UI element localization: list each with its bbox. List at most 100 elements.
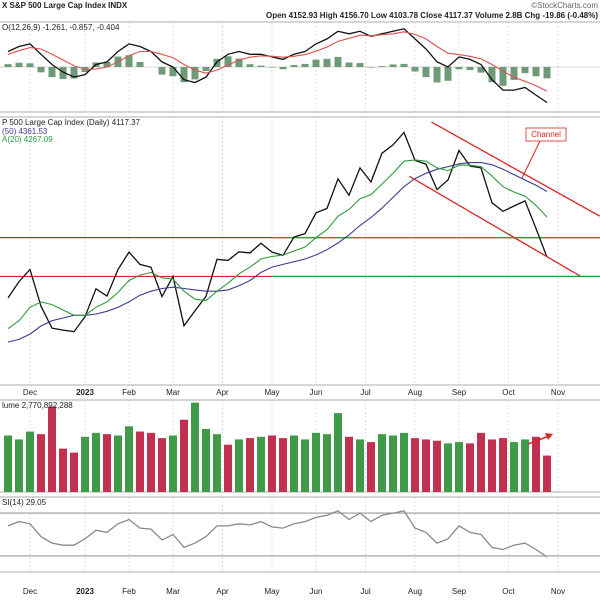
histogram-bar [345, 62, 353, 67]
volume-bar [334, 413, 342, 492]
histogram-bar [169, 67, 177, 77]
quote: Open 4152.93 High 4156.70 Low 4103.78 Cl… [266, 11, 598, 20]
volume-bar [543, 455, 551, 492]
volume-bar [477, 432, 485, 492]
volume-bar [70, 452, 78, 492]
x-tick-label: Feb [122, 388, 136, 397]
histogram-bar [499, 67, 507, 86]
x-tick-label: Jun [310, 388, 323, 397]
channel-line [409, 175, 581, 277]
volume-bar [169, 435, 177, 492]
histogram-bar [202, 67, 210, 71]
volume-bar [4, 435, 12, 492]
panel-title: lume 2,770,892,288 [2, 401, 73, 410]
volume-bar [15, 439, 23, 492]
channel-line [431, 121, 600, 217]
x-tick-label: Mar [166, 388, 180, 397]
volume-bar [26, 431, 34, 492]
x-tick-label: Aug [408, 388, 422, 397]
x-tick-label: Dec [23, 388, 37, 397]
annotation-box [525, 127, 567, 142]
x-tick-label: Nov [551, 587, 565, 596]
histogram-bar [224, 56, 232, 67]
histogram-bar [279, 67, 287, 70]
volume-bar [246, 438, 254, 492]
volume-bar [103, 434, 111, 492]
series-line [7, 31, 548, 92]
histogram-bar [125, 55, 133, 67]
x-tick-label: May [264, 587, 279, 596]
histogram-bar [301, 63, 309, 67]
volume-bar [268, 435, 276, 492]
volume-arrow [527, 435, 550, 445]
volume-bar [433, 440, 441, 492]
histogram-bar [268, 67, 276, 68]
histogram-bar [389, 64, 397, 67]
volume-bar [356, 439, 364, 492]
x-tick-label: 2023 [76, 587, 94, 596]
volume-bar [488, 439, 496, 492]
volume-bar [92, 432, 100, 492]
histogram-bar [543, 67, 551, 79]
volume-bar [279, 438, 287, 492]
volume-bar [224, 444, 232, 492]
volume-bar [257, 436, 265, 492]
volume-bar [532, 436, 540, 492]
histogram-bar [15, 62, 23, 67]
x-tick-label: Oct [502, 388, 515, 397]
volume-bar [367, 442, 375, 492]
volume-bar [48, 406, 56, 492]
volume-bar [125, 426, 133, 492]
histogram-bar [136, 61, 144, 67]
series-line [7, 159, 548, 330]
volume-bar [400, 432, 408, 492]
x-tick-label: 2023 [76, 388, 94, 397]
histogram-bar [367, 67, 375, 68]
volume-bar [323, 434, 331, 492]
x-tick-label: Feb [122, 587, 136, 596]
histogram-bar [488, 67, 496, 83]
volume-bar [444, 443, 452, 492]
histogram-bar [378, 66, 386, 67]
histogram-bar [48, 67, 56, 78]
volume-bar [521, 439, 529, 492]
series-line [7, 131, 548, 333]
panel-title: SI(14) 29.05 [2, 498, 47, 507]
histogram-bar [455, 67, 463, 70]
volume-bar [389, 435, 397, 492]
series-line [7, 28, 548, 104]
x-tick-label: Dec [23, 587, 37, 596]
volume-bar [114, 435, 122, 492]
volume-arrow-head [545, 433, 553, 440]
volume-bar [136, 431, 144, 492]
histogram-bar [466, 67, 474, 71]
histogram-bar [510, 67, 518, 80]
series-line [7, 162, 548, 343]
histogram-bar [422, 67, 430, 78]
histogram-bar [532, 67, 540, 77]
volume-bar [510, 442, 518, 492]
histogram-bar [444, 67, 452, 81]
panel-title: O(12,26,9) -1.261, -0.857, -0.404 [2, 23, 120, 32]
x-tick-label: May [264, 388, 279, 397]
histogram-bar [433, 67, 441, 83]
credit: ©StockCharts.com [531, 1, 598, 10]
volume-bar [158, 438, 166, 492]
histogram-bar [59, 67, 67, 80]
histogram-bar [411, 67, 419, 72]
x-tick-label: Aug [408, 587, 422, 596]
volume-bar [180, 419, 188, 492]
volume-bar [455, 442, 463, 492]
histogram-bar [356, 63, 364, 67]
volume-bar [37, 434, 45, 492]
x-tick-label: Sep [452, 587, 467, 596]
histogram-bar [290, 65, 298, 67]
histogram-bar [257, 65, 265, 67]
volume-bar [59, 448, 67, 492]
volume-bar [378, 434, 386, 492]
panel-title: P 500 Large Cap Index (Daily) 4117.37 [2, 118, 141, 127]
volume-bar [191, 402, 199, 492]
x-tick-label: Sep [452, 388, 467, 397]
histogram-bar [103, 61, 111, 67]
histogram-bar [180, 67, 188, 83]
